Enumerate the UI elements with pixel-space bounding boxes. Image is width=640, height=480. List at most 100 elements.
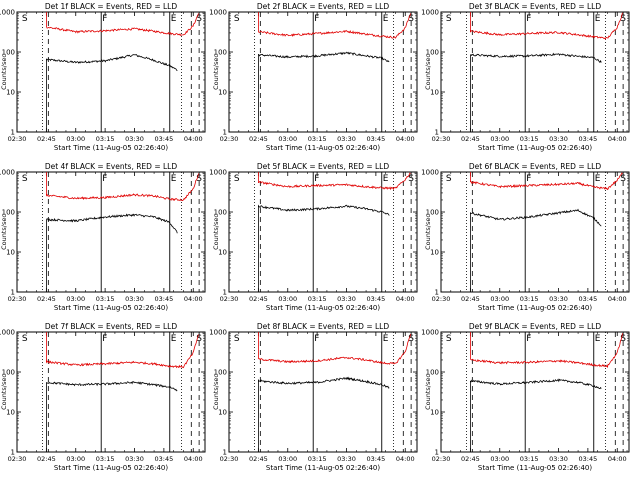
lld-series-line: [258, 172, 411, 191]
plot-frame: [440, 171, 630, 293]
plot-frame: [228, 171, 418, 293]
marker-label: F: [526, 334, 531, 344]
x-tick-label: 03:15: [520, 455, 539, 463]
lld-series-line: [46, 172, 199, 202]
x-tick-label: 04:00: [396, 295, 415, 303]
marker-label: F: [314, 14, 319, 24]
chart-panel-9: Det 9f BLACK = Events, RED = LLD 1 10 100 10…: [421, 322, 630, 472]
y-tick-label: 1000: [209, 169, 227, 177]
y-tick-label: 10: [6, 249, 15, 257]
x-tick-label: 03:00: [490, 135, 509, 143]
x-tick-label: 02:45: [249, 135, 268, 143]
marker-label: E: [595, 334, 601, 344]
events-series-line: [258, 51, 390, 132]
chart-title: Det 8f BLACK = Events, RED = LLD: [257, 322, 390, 331]
x-tick-label: 03:15: [308, 455, 327, 463]
y-tick-label: 100: [214, 209, 227, 217]
x-tick-label: 04:00: [184, 135, 203, 143]
plot-frame: [16, 171, 206, 293]
x-tick-label: 04:00: [608, 295, 627, 303]
y-tick-label: 100: [2, 209, 15, 217]
y-tick-label: 100: [426, 209, 439, 217]
y-tick-label: 1: [11, 289, 15, 297]
chart-title: Det 3f BLACK = Events, RED = LLD: [469, 2, 602, 11]
x-tick-label: 03:00: [278, 135, 297, 143]
marker-label: S: [408, 174, 414, 184]
x-axis-title: Start Time (11-Aug-05 02:26:40): [54, 464, 168, 472]
lld-series-line: [470, 12, 623, 40]
x-tick-label: 03:30: [125, 295, 144, 303]
x-tick-label: 03:00: [66, 135, 85, 143]
events-series-line: [258, 204, 390, 292]
x-tick-label: 02:45: [461, 135, 480, 143]
x-tick-label: 03:45: [155, 135, 174, 143]
x-tick-label: 03:45: [155, 455, 174, 463]
y-tick-label: 10: [6, 89, 15, 97]
x-axis-title: Start Time (11-Aug-05 02:26:40): [54, 304, 168, 312]
chart-title: Det 5f BLACK = Events, RED = LLD: [257, 162, 390, 171]
x-tick-label: 03:30: [125, 135, 144, 143]
plot-frame: [16, 11, 206, 133]
marker-label: S: [408, 14, 414, 24]
y-axis-title: Counts/sec: [424, 214, 432, 250]
y-tick-label: 1000: [421, 169, 439, 177]
y-tick-label: 1000: [421, 9, 439, 17]
x-tick-label: 03:00: [278, 455, 297, 463]
marker-label: S: [234, 14, 240, 24]
x-tick-label: 02:30: [432, 135, 451, 143]
y-tick-label: 1: [11, 129, 15, 137]
x-tick-label: 02:45: [37, 455, 56, 463]
x-tick-label: 03:00: [490, 295, 509, 303]
chart-title: Det 4f BLACK = Events, RED = LLD: [45, 162, 178, 171]
y-tick-label: 1000: [421, 329, 439, 337]
marker-label: E: [171, 334, 177, 344]
lld-series-line: [258, 332, 411, 365]
x-tick-label: 03:30: [549, 455, 568, 463]
events-series-line: [258, 376, 390, 452]
marker-label: S: [408, 334, 414, 344]
y-tick-label: 100: [2, 49, 15, 57]
x-tick-label: 03:45: [155, 295, 174, 303]
chart-panel-3: Det 3f BLACK = Events, RED = LLD 1 10 100 10…: [421, 2, 630, 152]
marker-label: S: [446, 334, 452, 344]
x-tick-label: 03:15: [520, 295, 539, 303]
x-axis-title: Start Time (11-Aug-05 02:26:40): [478, 144, 592, 152]
chart-title: Det 1f BLACK = Events, RED = LLD: [45, 2, 178, 11]
marker-label: S: [22, 14, 28, 24]
x-tick-label: 03:15: [520, 135, 539, 143]
y-tick-label: 1000: [209, 9, 227, 17]
y-axis-title: Counts/sec: [212, 214, 220, 250]
marker-label: E: [595, 174, 601, 184]
y-tick-label: 100: [214, 369, 227, 377]
y-axis-title: Counts/sec: [0, 214, 8, 250]
y-axis-title: Counts/sec: [424, 374, 432, 410]
marker-label: S: [234, 334, 240, 344]
y-tick-label: 100: [214, 49, 227, 57]
lld-series-line: [258, 12, 411, 39]
y-tick-label: 10: [430, 89, 439, 97]
x-tick-label: 04:00: [396, 135, 415, 143]
x-tick-label: 02:45: [461, 455, 480, 463]
chart-title: Det 6f BLACK = Events, RED = LLD: [469, 162, 602, 171]
x-tick-label: 03:30: [125, 455, 144, 463]
x-tick-label: 04:00: [396, 455, 415, 463]
chart-title: Det 7f BLACK = Events, RED = LLD: [45, 322, 178, 331]
chart-panel-5: Det 5f BLACK = Events, RED = LLD 1 10 100 10…: [209, 162, 418, 312]
x-axis-title: Start Time (11-Aug-05 02:26:40): [266, 304, 380, 312]
x-tick-label: 04:00: [608, 455, 627, 463]
y-tick-label: 1000: [0, 169, 15, 177]
x-tick-label: 03:15: [308, 295, 327, 303]
y-tick-label: 1000: [209, 329, 227, 337]
marker-label: S: [234, 174, 240, 184]
x-tick-label: 03:15: [96, 455, 115, 463]
x-tick-label: 03:30: [337, 295, 356, 303]
lld-series-line: [46, 332, 199, 369]
y-tick-label: 10: [218, 89, 227, 97]
plot-frame: [16, 331, 206, 453]
marker-label: S: [196, 174, 202, 184]
y-tick-label: 10: [430, 249, 439, 257]
y-tick-label: 1: [435, 289, 439, 297]
x-tick-label: 04:00: [608, 135, 627, 143]
marker-label: S: [446, 174, 452, 184]
